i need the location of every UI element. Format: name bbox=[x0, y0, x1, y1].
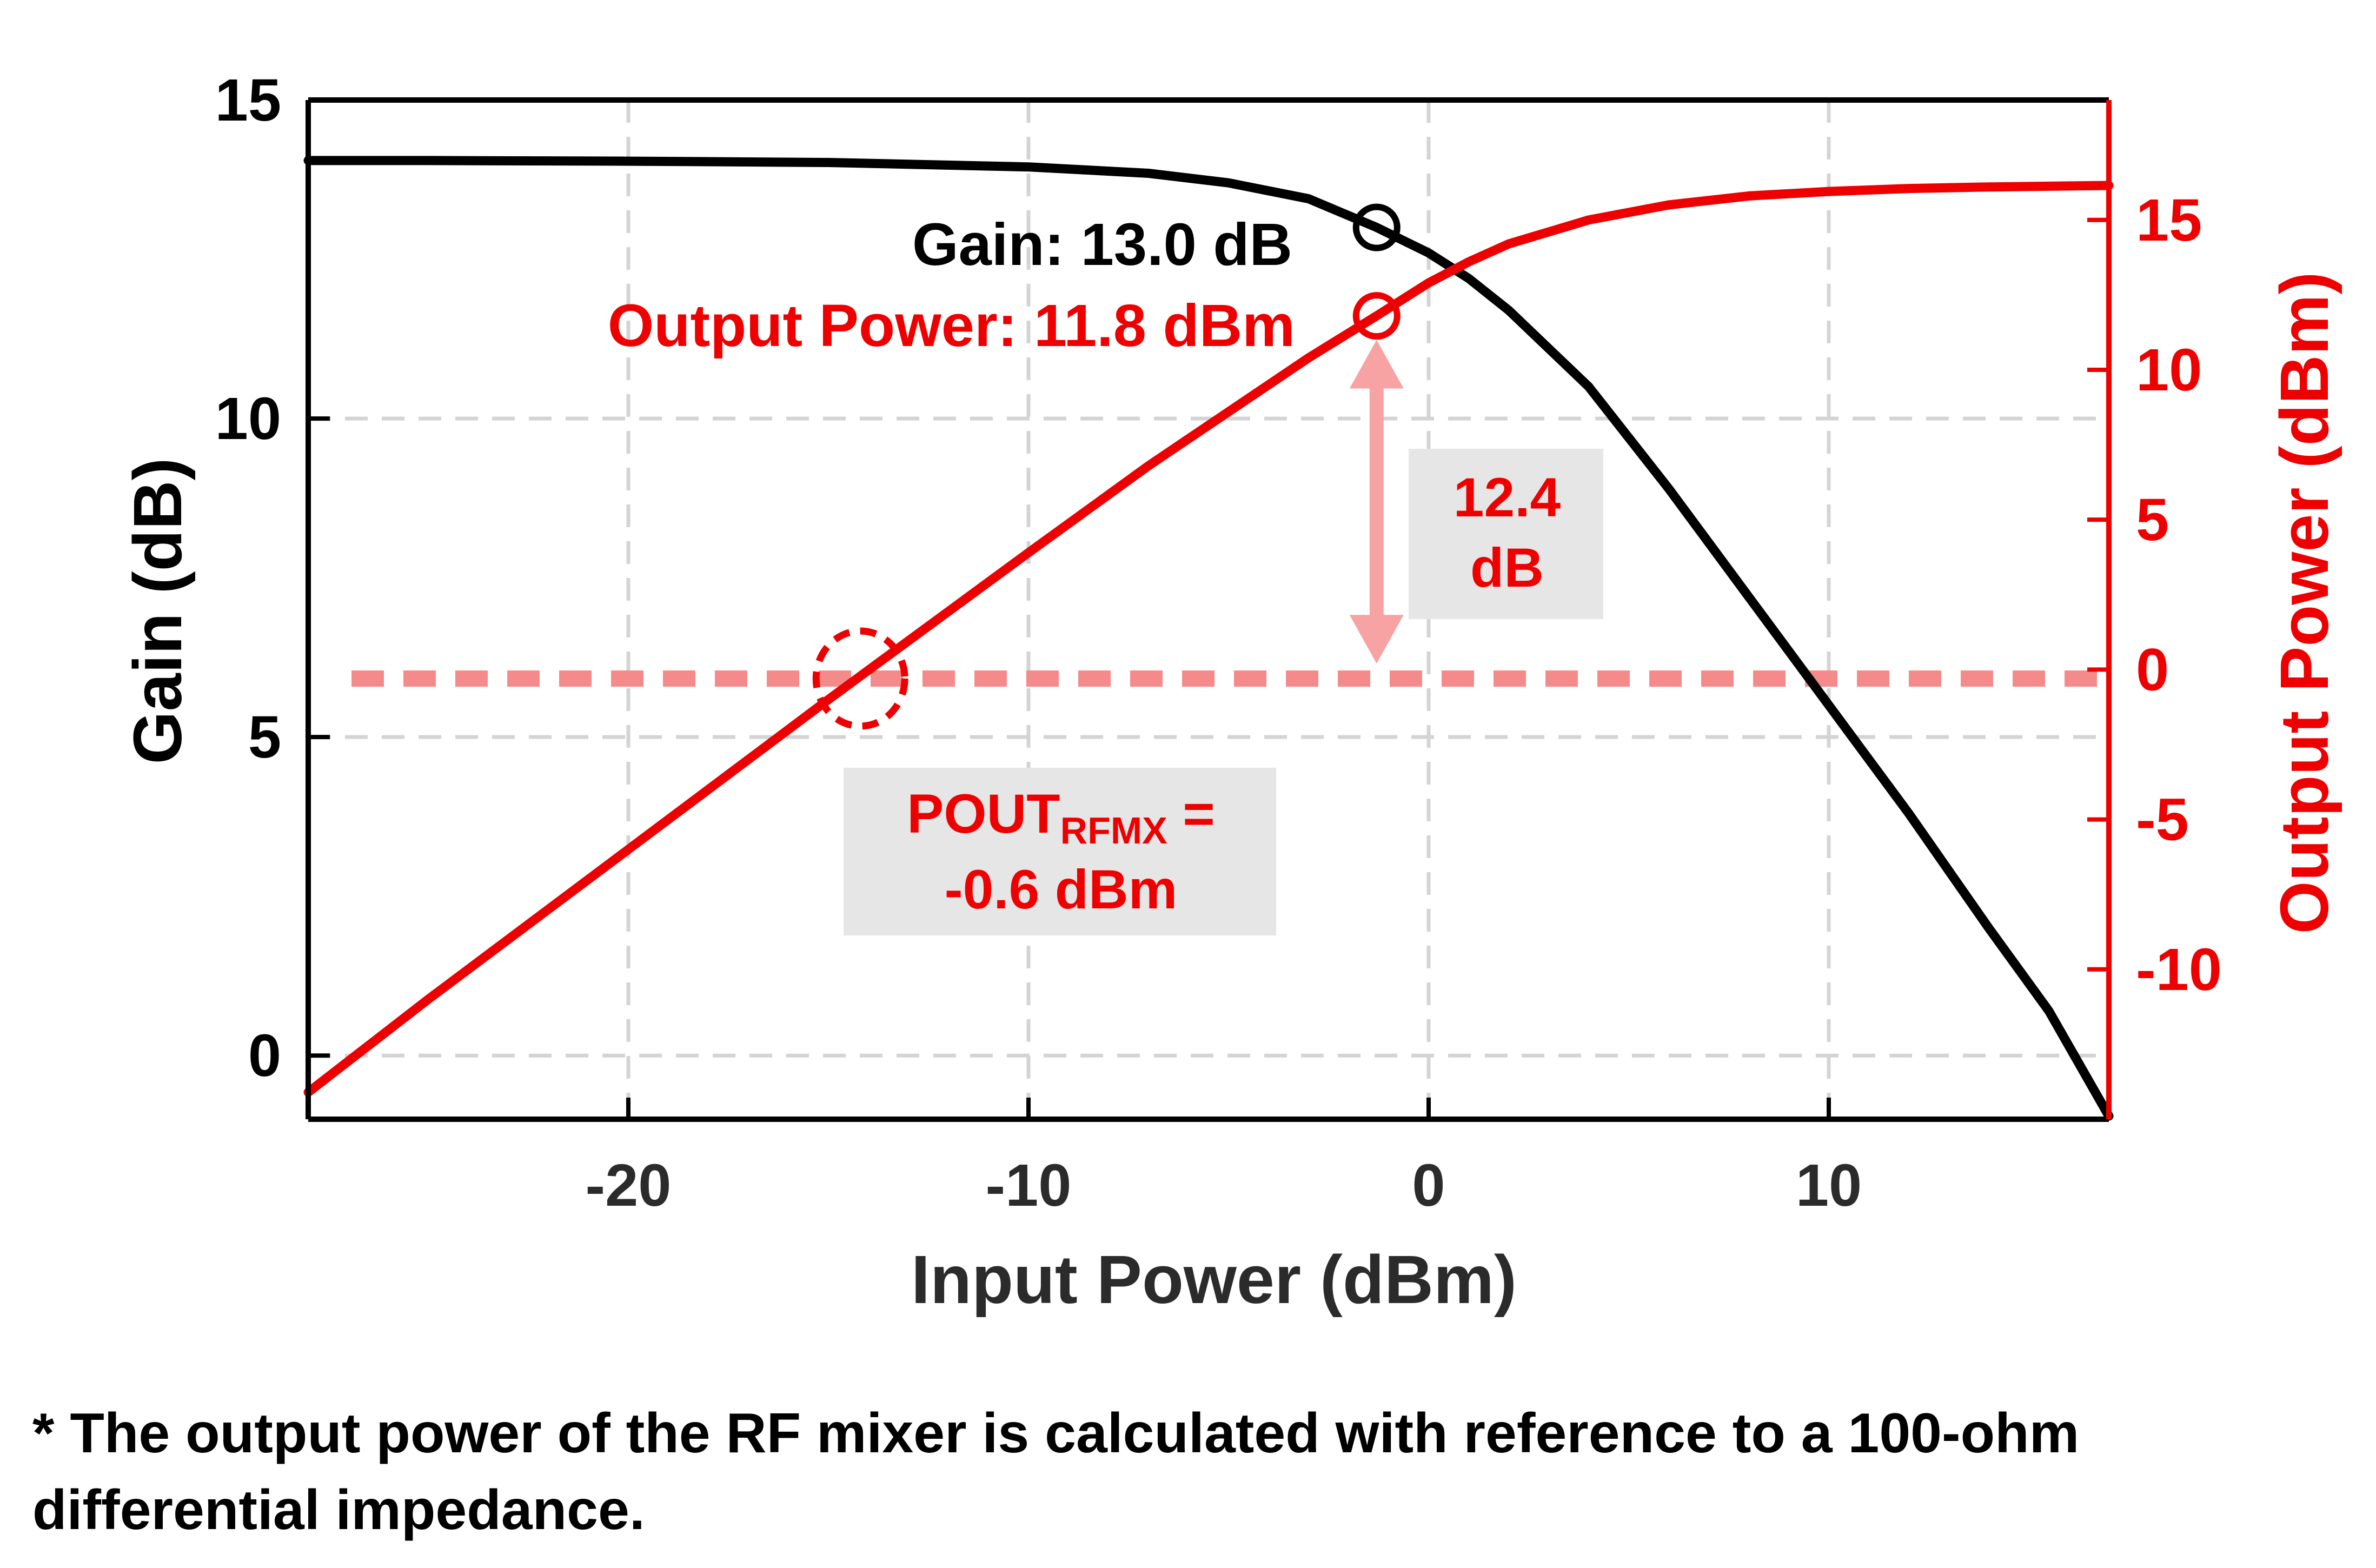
axes bbox=[306, 97, 2112, 1122]
tick-labels: -20 -10 0 10 0 5 10 15 -10 -5 0 5 10 15 bbox=[215, 67, 2222, 1219]
footnote-line-1: * The output power of the RF mixer is ca… bbox=[32, 1402, 2080, 1465]
y-right-tick-label: 15 bbox=[2136, 187, 2202, 254]
pout-annotation-box bbox=[844, 768, 1276, 935]
footnote: * The output power of the RF mixer is ca… bbox=[32, 1395, 2358, 1549]
pout-label: POUTRFMX = bbox=[907, 783, 1215, 852]
grid-lines bbox=[308, 100, 2109, 1119]
delta-arrow-head-top bbox=[1349, 340, 1404, 389]
x-tick-label: 0 bbox=[1412, 1152, 1445, 1219]
y-axis-right-title: Output Power (dBm) bbox=[2266, 272, 2342, 934]
y-left-tick-label: 10 bbox=[215, 386, 281, 452]
delta-arrow-head-bottom bbox=[1349, 615, 1404, 664]
output-power-marker bbox=[1352, 292, 1401, 340]
series-layer bbox=[303, 156, 2114, 1121]
delta-annotation-box bbox=[1409, 449, 1603, 619]
y-right-tick-label: 0 bbox=[2136, 636, 2169, 703]
y-left-tick-label: 0 bbox=[248, 1022, 281, 1089]
output-power-line bbox=[303, 181, 2114, 1097]
pout-value: -0.6 dBm bbox=[945, 859, 1178, 920]
x-tick-label: 10 bbox=[1796, 1152, 1862, 1219]
delta-label-line2: dB bbox=[1470, 537, 1544, 599]
y-right-tick-label: 10 bbox=[2136, 337, 2202, 403]
output-power-marker-label: Output Power: 11.8 dBm bbox=[608, 293, 1295, 359]
y-right-tick-label: -10 bbox=[2136, 936, 2222, 1003]
gain-marker-label: Gain: 13.0 dB bbox=[912, 211, 1292, 278]
y-left-tick-label: 5 bbox=[248, 704, 281, 770]
highlight-circle bbox=[812, 627, 908, 730]
y-right-tick-label: -5 bbox=[2136, 787, 2189, 853]
x-axis-title: Input Power (dBm) bbox=[911, 1241, 1517, 1318]
pout-label-equals: = bbox=[1167, 783, 1215, 845]
gain-marker bbox=[1352, 203, 1401, 251]
y-left-tick-label: 15 bbox=[215, 67, 281, 134]
annotation-boxes bbox=[844, 449, 1603, 935]
y-axis-left-title: Gain (dB) bbox=[120, 458, 196, 765]
delta-label-line1: 12.4 bbox=[1454, 467, 1561, 528]
pout-label-subscript: RFMX bbox=[1060, 809, 1168, 852]
footnote-line-2: differential impedance. bbox=[32, 1479, 645, 1542]
gain-line bbox=[303, 156, 2114, 1121]
x-tick-label: -20 bbox=[586, 1152, 672, 1219]
reference-layer bbox=[351, 340, 2109, 730]
y-right-tick-label: 5 bbox=[2136, 487, 2169, 553]
pout-label-main: POUT bbox=[907, 783, 1060, 845]
x-tick-label: -10 bbox=[986, 1152, 1072, 1219]
